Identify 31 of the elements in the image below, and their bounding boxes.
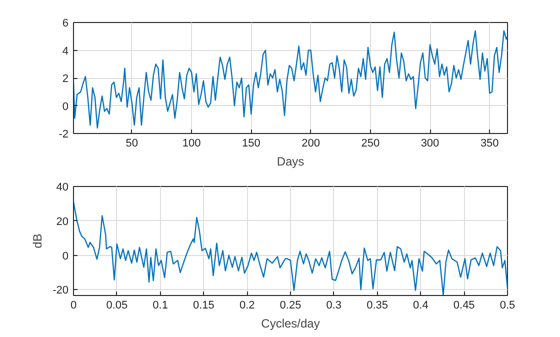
y-tick-label: 0: [62, 250, 69, 262]
y-tick-label: 2: [62, 73, 69, 85]
y-tick-label: 40: [56, 182, 69, 194]
x-tick-label: 300: [420, 138, 440, 150]
x-tick-label: 0.5: [500, 300, 516, 312]
x-tick-label: 0.25: [280, 300, 302, 312]
x-axis-title: Cycles/day: [261, 316, 320, 330]
x-tick-label: 0.2: [239, 300, 255, 312]
y-tick-label: 6: [62, 18, 69, 30]
x-tick-label: 0.3: [326, 300, 342, 312]
x-axis-title: Days: [276, 154, 304, 168]
x-tick-label: 0.15: [192, 300, 214, 312]
y-axis-title: dB: [30, 234, 45, 248]
x-tick-label: 0.45: [453, 300, 475, 312]
x-tick-label: 350: [480, 138, 499, 150]
y-tick-label: 4: [62, 45, 69, 58]
x-tick-label: 50: [126, 138, 138, 150]
y-tick-label: 20: [56, 216, 69, 228]
line-series: [74, 30, 508, 129]
x-tick-label: 100: [182, 138, 201, 150]
x-tick-label: 0.05: [106, 300, 128, 312]
y-tick-label: 0: [62, 100, 69, 113]
x-tick-label: 0.4: [413, 300, 428, 312]
x-tick-label: 200: [302, 138, 320, 150]
x-tick-label: 0.35: [366, 300, 388, 312]
y-tick-label: -20: [52, 284, 69, 297]
x-tick-label: 250: [361, 138, 380, 150]
x-tick-label: 0: [70, 300, 77, 312]
y-tick-label: -2: [58, 128, 68, 140]
x-tick-label: 0.1: [152, 300, 168, 312]
x-tick-label: 150: [242, 138, 260, 150]
